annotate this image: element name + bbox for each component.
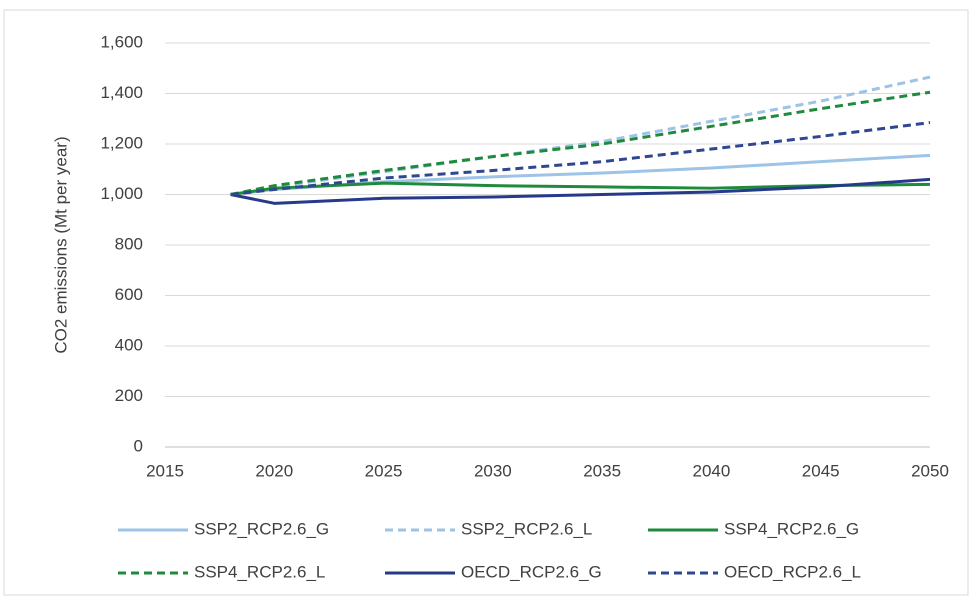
y-tick-label: 1,200 [100,133,143,152]
legend-label: OECD_RCP2.6_L [724,562,861,581]
series-line [230,181,931,196]
series-line [230,177,931,205]
x-tick-label: 2020 [255,461,293,480]
x-tick-label: 2040 [693,461,731,480]
y-tick-label: 1,400 [100,83,143,102]
legend-label: SSP4_RCP2.6_L [194,562,325,581]
y-tick-label: 600 [115,285,143,304]
x-tick-label: 2050 [911,461,949,480]
series-line [230,90,931,196]
y-tick-label: 800 [115,234,143,253]
y-tick-label: 1,000 [100,184,143,203]
y-tick-label: 1,600 [100,32,143,51]
legend-label: SSP4_RCP2.6_G [724,519,859,538]
legend-label: SSP2_RCP2.6_G [194,519,329,538]
x-tick-label: 2025 [365,461,403,480]
series-line [230,75,931,196]
y-axis-title: CO2 emissions (Mt per year) [51,136,70,353]
x-tick-label: 2045 [802,461,840,480]
y-tick-label: 200 [115,386,143,405]
legend-label: OECD_RCP2.6_G [461,562,602,581]
y-tick-label: 0 [134,436,143,455]
chart-border [3,9,969,596]
x-tick-label: 2030 [474,461,512,480]
legend-label: SSP2_RCP2.6_L [461,519,592,538]
series-line [230,121,931,196]
x-tick-label: 2035 [583,461,621,480]
x-tick-label: 2015 [146,461,184,480]
y-tick-label: 400 [115,335,143,354]
